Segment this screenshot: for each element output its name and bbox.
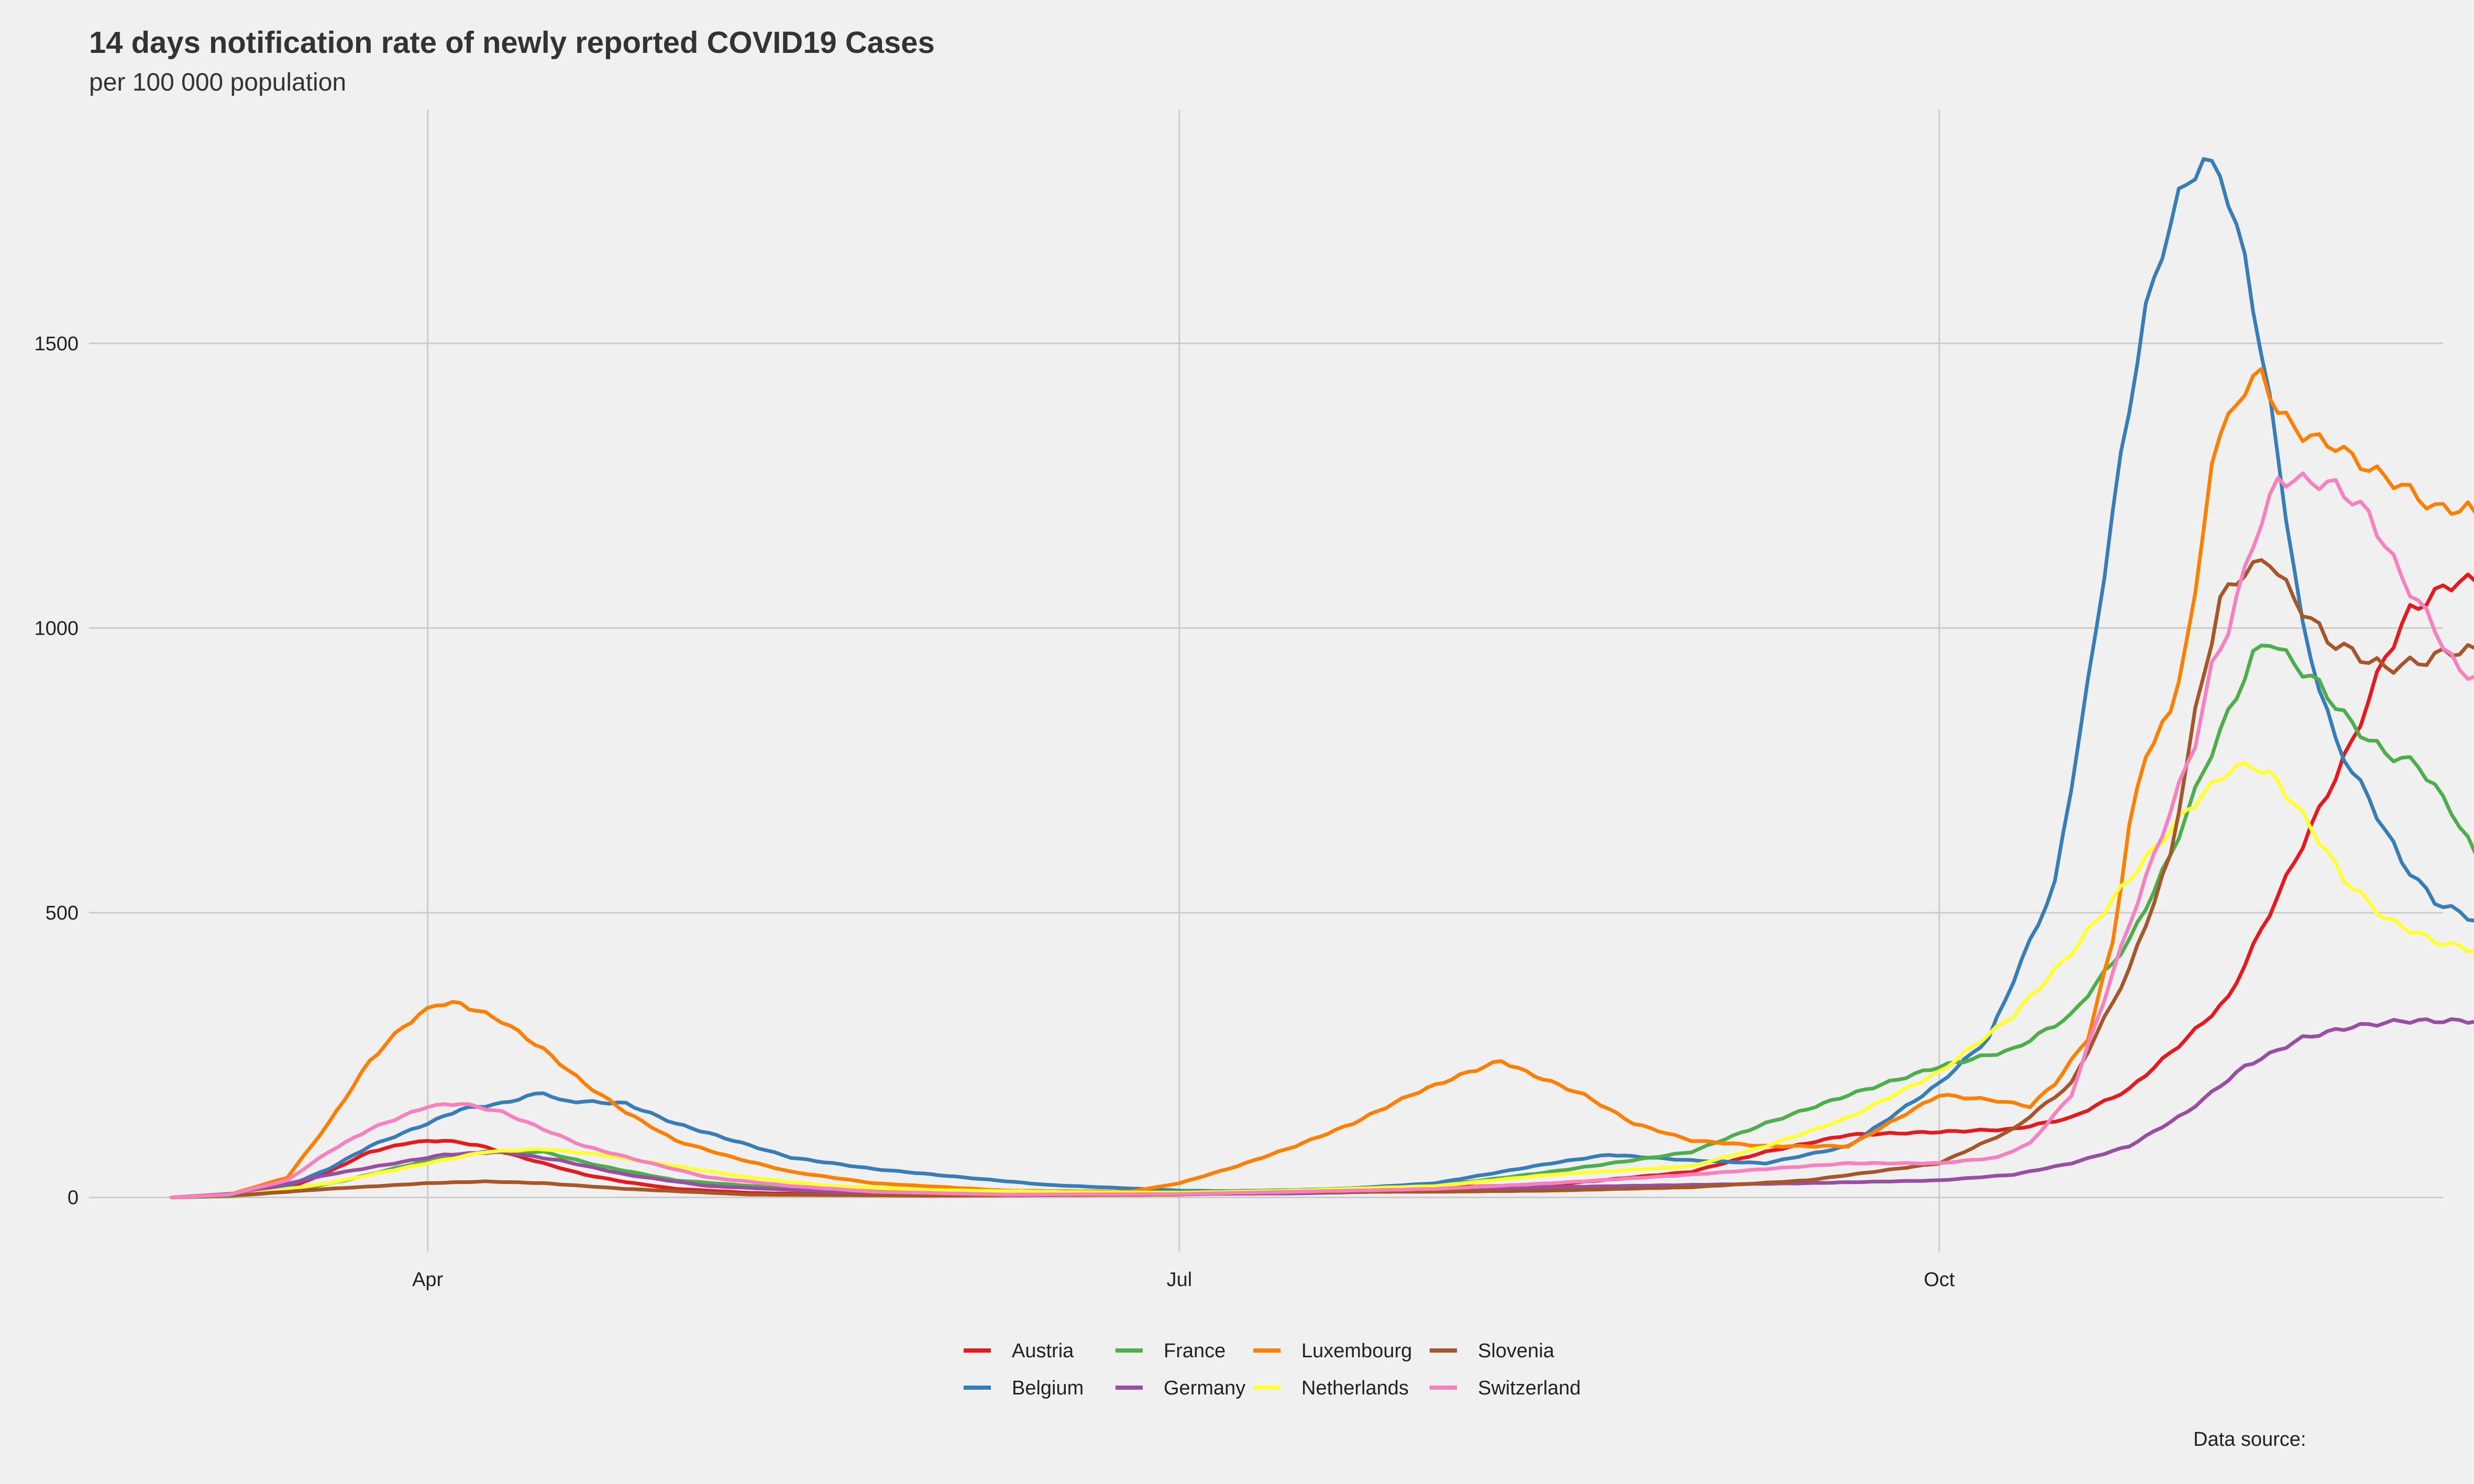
y-tick-label: 1000 bbox=[34, 617, 79, 639]
legend-label-switzerland: Switzerland bbox=[1478, 1377, 1581, 1399]
series-line-switzerland bbox=[170, 471, 2474, 1200]
legend-label-netherlands: Netherlands bbox=[1301, 1377, 1409, 1399]
x-tick-label: Jul bbox=[1167, 1269, 1192, 1291]
series-line-belgium bbox=[170, 157, 2474, 1200]
y-tick-label: 0 bbox=[68, 1187, 79, 1209]
y-tick-label: 1500 bbox=[34, 333, 79, 355]
legend-label-luxembourg: Luxembourg bbox=[1301, 1340, 1412, 1362]
chart-subtitle: per 100 000 population bbox=[89, 69, 347, 96]
chart-title: 14 days notification rate of newly repor… bbox=[89, 26, 935, 60]
x-tick-label: Apr bbox=[412, 1269, 443, 1291]
legend-label-france: France bbox=[1164, 1340, 1225, 1362]
legend-label-belgium: Belgium bbox=[1012, 1377, 1084, 1399]
y-tick-label: 500 bbox=[46, 902, 79, 924]
x-tick-label: Oct bbox=[1924, 1269, 1955, 1291]
data-source-caption: Data source: bbox=[2193, 1428, 2306, 1450]
legend-label-germany: Germany bbox=[1164, 1377, 1245, 1399]
series-line-austria bbox=[170, 572, 2474, 1200]
legend-label-slovenia: Slovenia bbox=[1478, 1340, 1555, 1362]
series-line-france bbox=[170, 644, 2474, 1200]
legend-label-austria: Austria bbox=[1012, 1340, 1074, 1362]
series-line-germany bbox=[170, 1017, 2474, 1200]
series-line-luxembourg bbox=[170, 367, 2474, 1200]
